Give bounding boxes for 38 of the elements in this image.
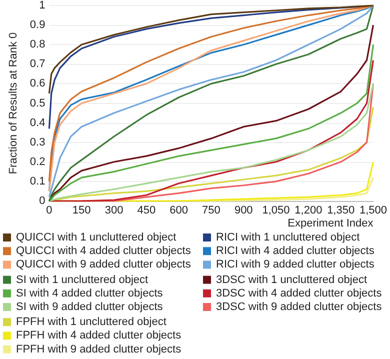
legend-label: RICI with 9 added clutter objects bbox=[216, 258, 375, 271]
legend-label: FPFH with 1 uncluttered object bbox=[16, 316, 166, 328]
y-tick-label: 0.9 bbox=[30, 19, 46, 32]
legend-label: 3DSC with 9 added clutter objects bbox=[216, 301, 382, 313]
x-tick-label: 1,350 bbox=[327, 204, 355, 216]
y-tick-label: 0.5 bbox=[30, 97, 46, 110]
legend-label: QUICCI with 4 added clutter objects bbox=[16, 245, 192, 258]
x-axis-title: Experiment Index bbox=[288, 218, 374, 230]
y-tick-label: 0.6 bbox=[30, 78, 46, 90]
legend-label: 3DSC with 1 uncluttered object bbox=[216, 274, 368, 286]
y-tick-label: 0.7 bbox=[30, 58, 46, 70]
x-tick-label: 1,500 bbox=[359, 204, 387, 216]
legend-label: RICI with 1 uncluttered object bbox=[216, 232, 360, 244]
x-tick-label: 1,050 bbox=[262, 204, 290, 216]
y-tick-label: 0.1 bbox=[30, 175, 46, 188]
legend-label: QUICCI with 1 uncluttered object bbox=[16, 232, 176, 244]
y-tick-label: 1 bbox=[39, 0, 46, 12]
x-tick-label: 600 bbox=[170, 204, 188, 216]
y-tick-label: 0.4 bbox=[30, 116, 46, 129]
x-tick-label: 450 bbox=[137, 204, 156, 216]
legend-label: FPFH with 4 added clutter objects bbox=[16, 330, 182, 342]
legend-label: SI with 4 added clutter objects bbox=[16, 287, 164, 300]
y-tick-label: 0.2 bbox=[30, 156, 46, 168]
y-axis-title: Fraction of Results at Rank 0 bbox=[8, 32, 20, 174]
y-tick-label: 0.8 bbox=[30, 38, 46, 51]
x-tick-label: 300 bbox=[104, 204, 124, 216]
x-tick-label: 150 bbox=[72, 204, 91, 216]
legend-label: QUICCI with 9 added clutter objects bbox=[16, 258, 192, 271]
x-tick-label: 750 bbox=[202, 204, 220, 216]
legend-label: 3DSC with 4 added clutter objects bbox=[216, 287, 382, 300]
legend-label: SI with 9 added clutter objects bbox=[16, 301, 164, 313]
legend-label: RICI with 4 added clutter objects bbox=[216, 245, 375, 258]
legend-label: FPFH with 9 added clutter objects bbox=[16, 343, 182, 356]
x-tick-label: 900 bbox=[234, 204, 253, 216]
y-tick-label: 0.3 bbox=[30, 136, 46, 148]
legend-label: SI with 1 uncluttered object bbox=[16, 274, 148, 286]
y-tick-label: 0 bbox=[39, 195, 46, 207]
x-tick-label: 1,200 bbox=[294, 204, 322, 216]
